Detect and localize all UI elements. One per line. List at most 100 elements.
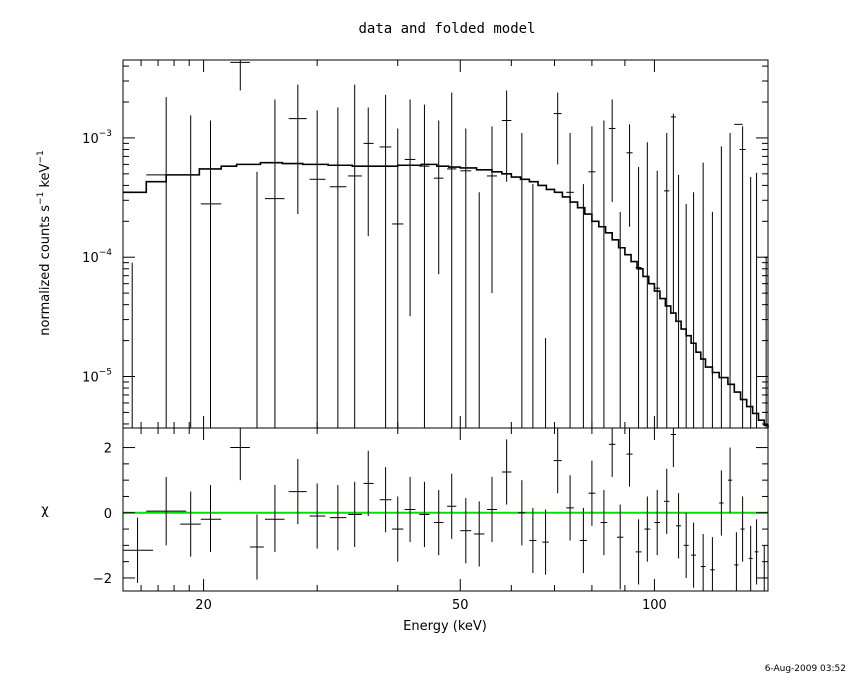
y-label-exp2: −1 — [36, 150, 46, 163]
residual-point — [433, 489, 444, 556]
data-point — [553, 92, 562, 165]
residual-point — [419, 481, 430, 547]
y-tick-base: 10 — [82, 132, 99, 147]
residual-point — [748, 525, 753, 591]
y-tick-label: 10−4 — [82, 248, 112, 266]
residual-point — [249, 514, 264, 580]
data-point — [379, 94, 392, 428]
data-point — [447, 92, 457, 428]
data-point — [146, 97, 187, 428]
y-label-unit: keV — [38, 163, 53, 191]
residual-point — [379, 467, 392, 533]
residual-point — [230, 428, 250, 481]
residual-point — [542, 509, 549, 575]
data-point — [392, 128, 404, 428]
residual-point — [719, 470, 724, 536]
x-tick-label: 100 — [642, 598, 667, 613]
residual-point — [447, 473, 457, 539]
bottom-y-axis-label: χ — [41, 503, 49, 518]
y-label-main: normalized counts s — [38, 205, 53, 336]
y-tick-base: 10 — [82, 251, 99, 266]
top-y-axis-label: normalized counts s−1 keV−1 — [36, 150, 53, 335]
top-panel: 10−510−410−3 — [82, 59, 769, 429]
residual-point — [644, 496, 651, 562]
y-tick-label: 0 — [104, 507, 112, 522]
data-point — [433, 120, 444, 275]
data-point — [608, 99, 616, 203]
residual-point — [670, 428, 676, 468]
residual-point — [309, 483, 326, 549]
data-point — [739, 126, 746, 428]
residual-point — [329, 485, 347, 551]
residual-point — [675, 493, 682, 559]
data-point — [764, 256, 768, 428]
residual-point — [200, 485, 222, 552]
data-point — [588, 126, 596, 428]
residual-point — [608, 428, 616, 477]
x-axis-label: Energy (keV) — [403, 619, 487, 634]
folded-model-line — [123, 161, 769, 428]
top-panel-frame — [122, 59, 769, 429]
timestamp: 6-Aug-2009 03:52 — [765, 664, 846, 674]
residual-point — [691, 522, 696, 588]
data-point — [419, 104, 430, 428]
data-point — [486, 126, 497, 294]
data-point — [348, 84, 362, 428]
residual-point — [754, 519, 759, 585]
data-point — [200, 120, 222, 428]
residual-point — [288, 458, 307, 525]
residual-point — [626, 428, 633, 487]
data-point — [329, 107, 347, 428]
y-tick-label: 2 — [104, 442, 112, 457]
residual-point — [460, 498, 472, 564]
y-tick-base: 10 — [82, 370, 99, 385]
residual-point — [529, 507, 537, 574]
y-tick-label: 10−5 — [82, 367, 112, 385]
data-point — [404, 99, 416, 317]
data-point — [501, 90, 512, 182]
data-point — [635, 167, 642, 428]
x-tick-label: 20 — [195, 598, 212, 613]
residual-point — [553, 428, 562, 494]
chart-title: data and folded model — [358, 21, 535, 37]
data-point — [626, 124, 633, 227]
residual-point — [404, 476, 416, 543]
bottom-panel: 20 50 100 −2 0 2 — [93, 427, 769, 613]
y-tick-exp: −4 — [99, 248, 113, 258]
residual-point — [473, 501, 485, 567]
data-point — [309, 110, 326, 428]
y-label-exp1: −1 — [36, 192, 46, 205]
residual-point — [683, 512, 689, 578]
residual-point — [486, 476, 497, 543]
residual-point — [600, 489, 608, 556]
data-point — [566, 132, 574, 428]
data-point — [654, 170, 660, 428]
residual-point — [363, 450, 374, 517]
residual-point — [123, 517, 154, 583]
residual-point — [518, 480, 526, 546]
bottom-panel-frame — [122, 427, 769, 592]
y-tick-exp: −3 — [99, 129, 112, 139]
data-point — [230, 60, 250, 91]
residual-point — [348, 481, 362, 547]
residual-point — [146, 476, 187, 546]
data-point — [664, 132, 670, 428]
residual-point — [588, 460, 596, 526]
residual-point — [762, 545, 767, 591]
residual-point — [566, 475, 574, 541]
residual-point — [617, 504, 624, 590]
residual-point — [700, 533, 706, 591]
data-point — [670, 113, 676, 314]
residual-point — [264, 485, 285, 552]
residual-point — [392, 496, 404, 562]
residual-point — [734, 532, 739, 591]
residual-point — [740, 496, 745, 562]
residual-point — [635, 519, 642, 585]
data-point — [288, 84, 307, 215]
residual-point — [727, 447, 733, 513]
residual-point — [180, 491, 201, 557]
residual-point — [501, 439, 512, 505]
y-tick-label: −2 — [93, 572, 112, 587]
residual-point — [654, 489, 660, 556]
